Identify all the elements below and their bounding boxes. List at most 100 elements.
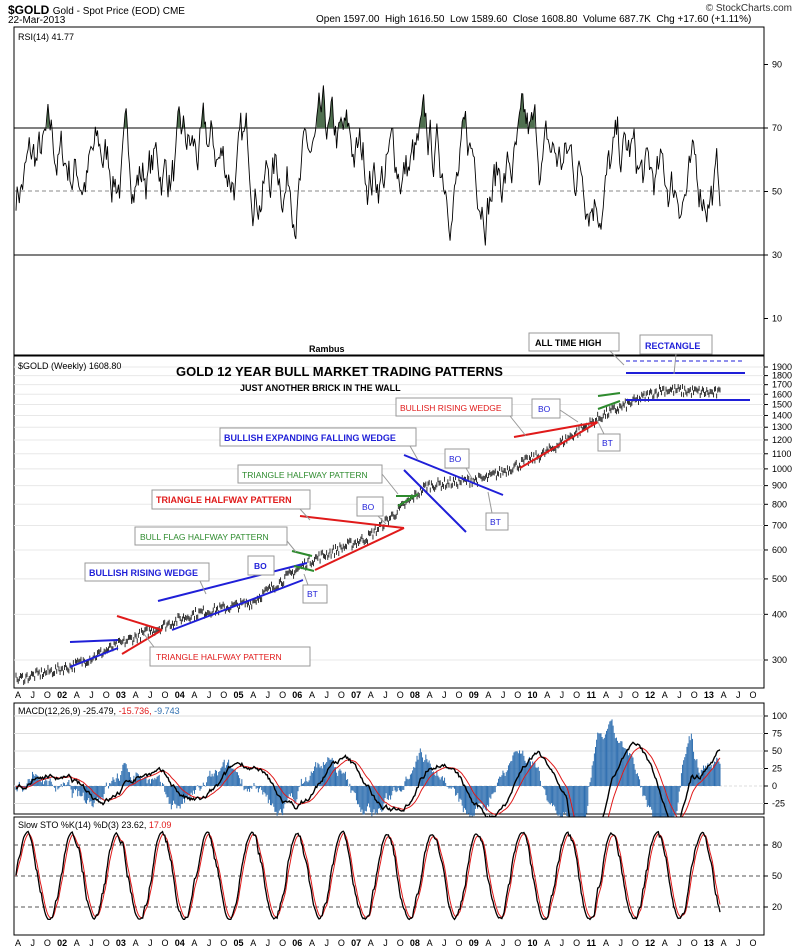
x-tick-label: O	[44, 690, 51, 700]
x-tick-label: J	[383, 690, 388, 700]
macd-axis: 100 75 50 25 0 -25	[764, 711, 787, 809]
axis-tick-label: 900	[772, 481, 787, 491]
x-tick-label: J	[677, 690, 682, 700]
label-bullish-rising-wedge-red: BULLISH RISING WEDGE	[400, 403, 502, 413]
axis-tick-label: 300	[772, 655, 787, 665]
macd-label: MACD(12,26,9) -25.479, -15.736, -9.743	[18, 706, 180, 716]
axis-tick-label: 25	[772, 764, 782, 774]
axis-tick-label: 10	[772, 314, 782, 324]
x-tick-label: A	[74, 690, 80, 700]
label-triangle-halfway-red-top: TRIANGLE HALFWAY PATTERN	[156, 495, 292, 505]
label-rectangle: RECTANGLE	[645, 341, 700, 351]
axis-tick-label: 80	[772, 840, 782, 850]
x-tick-label: O	[220, 690, 227, 700]
x-tick-label: O	[749, 938, 756, 948]
sto-label: Slow STO %K(14) %D(3) 23.62, 17.09	[18, 820, 171, 830]
rsi-overbought-fill	[46, 104, 50, 128]
x-tick-label: A	[721, 938, 727, 948]
price-label: $GOLD (Weekly) 1608.80	[18, 361, 121, 371]
chart-title: GOLD 12 YEAR BULL MARKET TRADING PATTERN…	[176, 364, 503, 379]
x-tick-label: A	[15, 690, 21, 700]
x-tick-label: J	[442, 938, 447, 948]
price-series	[15, 383, 721, 686]
x-tick-label: A	[603, 938, 609, 948]
x-tick-label: 12	[645, 938, 655, 948]
label-bt-3: BT	[602, 438, 613, 448]
axis-tick-label: 20	[772, 902, 782, 912]
x-tick-label: A	[309, 690, 315, 700]
x-tick-label: A	[427, 938, 433, 948]
x-tick-label: 11	[587, 938, 597, 948]
x-tick-label: J	[207, 690, 212, 700]
x-tick-label: 04	[175, 690, 185, 700]
axis-tick-label: 90	[772, 60, 782, 70]
axis-tick-label: 1100	[772, 449, 791, 459]
x-tick-label: J	[324, 938, 329, 948]
x-tick-label: O	[632, 690, 639, 700]
x-tick-label: A	[15, 938, 21, 948]
x-tick-label: 04	[175, 938, 185, 948]
symbol-title: $GOLD Gold - Spot Price (EOD) CME	[8, 3, 185, 17]
x-tick-label: A	[662, 690, 668, 700]
x-tick-label: J	[266, 690, 271, 700]
x-tick-label: O	[161, 938, 168, 948]
x-tick-label: 05	[233, 938, 243, 948]
rsi-line	[15, 85, 721, 246]
x-tick-label: O	[279, 938, 286, 948]
x-tick-label: 05	[233, 690, 243, 700]
label-bt-1: BT	[307, 589, 318, 599]
brand-label: © StockCharts.com	[705, 3, 792, 14]
sto-gridlines	[14, 844, 764, 908]
axis-tick-label: 1200	[772, 435, 792, 445]
x-tick-label: A	[485, 690, 491, 700]
x-tick-label: J	[677, 938, 682, 948]
x-tick-label: 09	[469, 690, 479, 700]
label-triangle-halfway-red-bottom: TRIANGLE HALFWAY PATTERN	[156, 652, 282, 662]
x-tick-label: J	[618, 690, 623, 700]
axis-tick-label: 1300	[772, 422, 792, 432]
x-tick-label: O	[514, 690, 521, 700]
x-tick-label: A	[368, 938, 374, 948]
x-tick-label: 07	[351, 938, 361, 948]
sto-x-axis: A J O 02 A J O 03 A J O 04 A J O 05 A J O 06 A J O 07 A J O 08 A J O 09…	[15, 938, 757, 948]
x-tick-label: A	[662, 938, 668, 948]
x-tick-label: O	[691, 938, 698, 948]
x-tick-label: A	[603, 690, 609, 700]
x-tick-label: A	[309, 938, 315, 948]
x-tick-label: O	[455, 938, 462, 948]
axis-tick-label: 1900	[772, 362, 792, 372]
label-all-time-high: ALL TIME HIGH	[535, 338, 601, 348]
x-tick-label: O	[691, 690, 698, 700]
x-tick-label: 02	[57, 690, 67, 700]
axis-tick-label: 1800	[772, 371, 792, 381]
sto-k-line	[15, 830, 721, 921]
label-bull-flag-halfway: BULL FLAG HALFWAY PATTERN	[140, 532, 269, 542]
axis-tick-label: 600	[772, 545, 787, 555]
x-tick-label: J	[89, 690, 94, 700]
axis-tick-label: 500	[772, 574, 787, 584]
rsi-gridlines	[14, 127, 764, 256]
x-tick-label: A	[544, 690, 550, 700]
macd-series	[15, 719, 721, 877]
chart-subtitle: JUST ANOTHER BRICK IN THE WALL	[240, 383, 401, 393]
x-tick-label: A	[74, 938, 80, 948]
x-tick-label: A	[485, 938, 491, 948]
x-tick-label: 03	[116, 690, 126, 700]
rsi-overbought-fill	[419, 94, 426, 128]
rsi-overbought-fill	[344, 109, 349, 128]
axis-tick-label: 50	[772, 746, 782, 756]
x-tick-label: O	[573, 690, 580, 700]
axis-tick-label: 1600	[772, 389, 792, 399]
x-tick-label: O	[338, 690, 345, 700]
axis-tick-label: 1500	[772, 400, 792, 410]
x-tick-label: J	[207, 938, 212, 948]
label-bullish-expanding-falling-wedge: BULLISH EXPANDING FALLING WEDGE	[224, 433, 396, 443]
annotation-callouts: ALL TIME HIGH RECTANGLE BULLISH RISING W…	[84, 332, 713, 667]
x-tick-label: 10	[527, 690, 537, 700]
x-tick-label: O	[455, 690, 462, 700]
axis-tick-label: 70	[772, 123, 782, 133]
x-tick-label: O	[220, 938, 227, 948]
x-tick-label: O	[161, 690, 168, 700]
